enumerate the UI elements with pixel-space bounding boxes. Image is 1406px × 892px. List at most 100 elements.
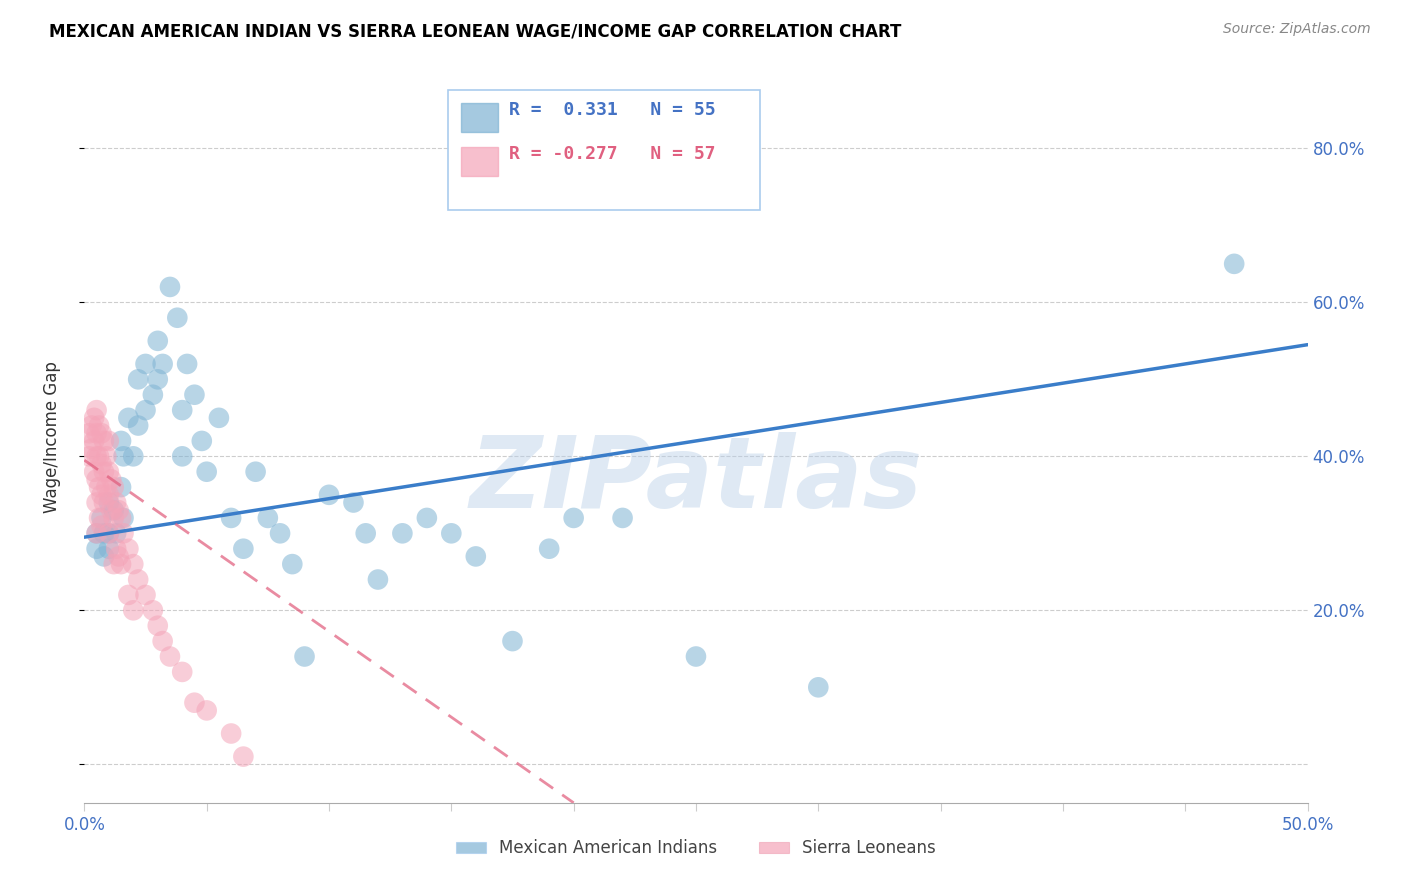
Point [105,541,128,556]
Point [93,434,115,448]
Point [807,681,830,695]
Point [86,495,108,509]
Point [107,549,129,564]
Point [135,588,157,602]
Point [391,526,413,541]
Point [112,450,135,464]
Point [97,526,120,541]
Point [269,526,291,541]
Point [93,495,115,509]
Point [103,480,125,494]
Point [86,541,108,556]
Point [159,649,181,664]
Point [96,480,118,494]
Point [176,357,198,371]
Point [135,357,157,371]
Point [219,511,242,525]
Point [183,696,205,710]
Point [97,465,120,479]
Point [685,649,707,664]
Bar [461,146,498,176]
Point [87,450,110,464]
Point [232,541,254,556]
Text: R =  0.331   N = 55: R = 0.331 N = 55 [509,101,716,120]
Point [90,511,112,525]
Point [93,465,115,479]
Point [208,410,231,425]
Text: MEXICAN AMERICAN INDIAN VS SIERRA LEONEAN WAGE/INCOME GAP CORRELATION CHART: MEXICAN AMERICAN INDIAN VS SIERRA LEONEA… [49,22,901,40]
Point [183,388,205,402]
Point [110,434,132,448]
Point [83,410,105,425]
Point [100,503,122,517]
Point [103,557,125,571]
Point [172,665,194,679]
Bar [461,103,498,132]
Point [110,480,132,494]
Point [152,357,174,371]
Point [464,549,486,564]
Point [107,503,129,517]
Point [367,573,389,587]
Point [562,511,585,525]
Point [97,434,120,448]
Point [93,526,115,541]
Point [354,526,377,541]
Point [110,557,132,571]
Text: ZIPatlas: ZIPatlas [470,433,922,530]
Point [1223,257,1246,271]
Point [440,526,463,541]
Point [166,310,188,325]
Point [146,372,169,386]
Point [90,457,112,471]
Point [195,465,218,479]
Point [538,541,561,556]
Point [86,403,108,417]
Point [257,511,280,525]
Point [135,403,157,417]
Point [117,410,139,425]
Point [127,372,149,386]
Y-axis label: Wage/Income Gap: Wage/Income Gap [42,361,60,513]
Legend: Mexican American Indians, Sierra Leoneans: Mexican American Indians, Sierra Leonean… [449,832,943,864]
Point [77,450,100,464]
Point [80,418,103,433]
Point [105,495,128,509]
Point [80,442,103,456]
Point [146,334,169,348]
Point [87,511,110,525]
Point [90,518,112,533]
Point [172,403,194,417]
Point [294,649,316,664]
Point [159,280,181,294]
Point [112,511,135,525]
Point [83,434,105,448]
Point [97,488,120,502]
Point [281,557,304,571]
Point [416,511,439,525]
Point [127,573,149,587]
Point [612,511,634,525]
Point [110,511,132,525]
Point [87,418,110,433]
Point [112,526,135,541]
Point [122,450,145,464]
Point [87,480,110,494]
Point [152,634,174,648]
Point [86,450,108,464]
Point [96,450,118,464]
Point [127,418,149,433]
Point [318,488,340,502]
Point [103,503,125,517]
Point [146,618,169,632]
Point [117,588,139,602]
Point [502,634,524,648]
Point [117,541,139,556]
Point [97,495,120,509]
Point [122,557,145,571]
Point [172,450,194,464]
Point [342,495,364,509]
Point [122,603,145,617]
Point [83,465,105,479]
Point [93,549,115,564]
